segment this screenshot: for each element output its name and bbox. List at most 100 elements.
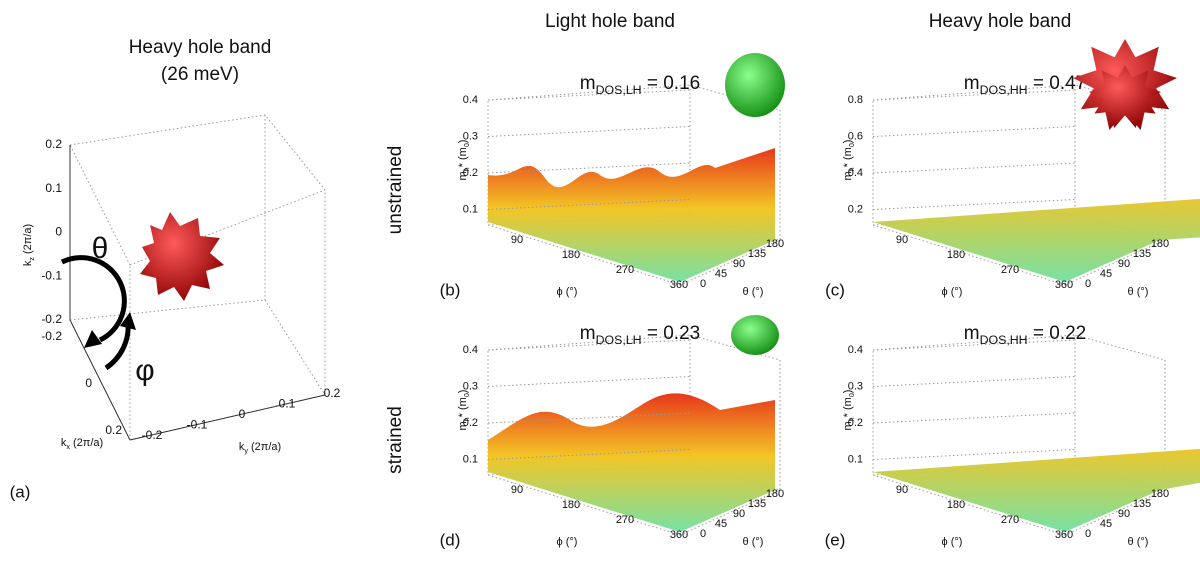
phi-tick-label: 360 bbox=[670, 279, 688, 291]
label-part: h bbox=[463, 167, 471, 171]
theta-tick-label: 180 bbox=[766, 238, 784, 250]
panel-label: (c) bbox=[825, 280, 845, 299]
arrowhead bbox=[120, 312, 136, 330]
label-part: 0 bbox=[463, 143, 471, 147]
label-part: (2π/a) bbox=[248, 441, 281, 453]
theta-tick-label: 45 bbox=[1100, 268, 1112, 280]
label-part: = 0.47 bbox=[1028, 73, 1087, 94]
plot-box bbox=[872, 224, 1066, 286]
theta-axis-label: θ (°) bbox=[743, 286, 764, 298]
label-part: DOS,HH bbox=[980, 83, 1028, 97]
label-part: z bbox=[28, 257, 36, 261]
plot-box bbox=[487, 474, 681, 536]
kz-tick-label: -0.2 bbox=[41, 312, 62, 326]
grid-line bbox=[487, 89, 691, 101]
kx-tick-label: 0.2 bbox=[105, 423, 122, 437]
row-title: unstrained bbox=[385, 146, 406, 235]
panel-label: (a) bbox=[10, 482, 31, 501]
label-part: (2π/a) bbox=[70, 437, 103, 449]
y-axis-label: mh* (m0) bbox=[457, 140, 471, 181]
column-title: Light hole band bbox=[545, 11, 675, 32]
phi-tick-label: 360 bbox=[1055, 279, 1073, 291]
y-tick-label: 0.1 bbox=[463, 453, 478, 465]
phi-tick-label: 90 bbox=[511, 484, 523, 496]
surface bbox=[488, 148, 775, 282]
ky-tick-label: -0.1 bbox=[187, 418, 208, 432]
theta-axis-label: θ (°) bbox=[1128, 286, 1149, 298]
label-part: ) bbox=[842, 140, 854, 144]
arrowhead bbox=[84, 330, 102, 348]
surface-panel bbox=[487, 334, 781, 536]
y-tick-label: 0.3 bbox=[463, 380, 478, 392]
label-part: m bbox=[964, 73, 980, 94]
theta-tick-label: 0 bbox=[1085, 278, 1091, 290]
ky-tick-label: 0.1 bbox=[279, 397, 296, 411]
label-part: m bbox=[964, 323, 980, 344]
label-part: ) bbox=[842, 390, 854, 394]
theta-tick-label: 135 bbox=[748, 498, 766, 510]
label-part: DOS,LH bbox=[596, 333, 642, 347]
panel-label: (d) bbox=[440, 530, 461, 549]
y-tick-label: 0.3 bbox=[463, 130, 478, 142]
kz-tick-label: -0.1 bbox=[41, 268, 62, 282]
label-part: k bbox=[239, 441, 245, 453]
panel-label: (b) bbox=[440, 280, 461, 299]
phi-tick-label: 270 bbox=[616, 264, 634, 276]
theta-tick-label: 45 bbox=[715, 268, 727, 280]
y-tick-label: 0.2 bbox=[463, 167, 478, 179]
theta-tick-label: 0 bbox=[700, 278, 706, 290]
theta-symbol: θ bbox=[92, 232, 109, 265]
surface bbox=[488, 393, 775, 532]
theta-tick-label: 135 bbox=[1133, 498, 1151, 510]
grid-line bbox=[872, 89, 1076, 101]
label-part: m bbox=[457, 171, 469, 180]
panel-a-box bbox=[60, 114, 326, 441]
mdos-label: mDOS,HH = 0.47 bbox=[964, 73, 1086, 97]
theta-arc bbox=[60, 255, 127, 343]
phi-tick-label: 180 bbox=[562, 249, 580, 261]
mdos-label: mDOS,LH = 0.16 bbox=[580, 73, 700, 97]
grid-line bbox=[487, 449, 691, 460]
phi-tick-label: 90 bbox=[896, 234, 908, 246]
ky-tick-label: -0.2 bbox=[142, 428, 163, 442]
isosurface bbox=[725, 53, 785, 117]
grid-line bbox=[872, 376, 1076, 387]
label-part: * (m bbox=[457, 147, 469, 167]
y-axis-label: mh* (m0) bbox=[842, 390, 856, 431]
label-part: * (m bbox=[457, 397, 469, 417]
label-part: ) bbox=[457, 140, 469, 144]
theta-tick-label: 0 bbox=[1085, 528, 1091, 540]
y-tick-label: 0.4 bbox=[463, 94, 478, 106]
y-tick-label: 0.3 bbox=[848, 380, 863, 392]
panel-subtitle: (26 meV) bbox=[161, 64, 239, 85]
y-tick-label: 0.1 bbox=[848, 453, 863, 465]
phi-axis-label: ϕ (°) bbox=[557, 286, 578, 298]
ky-tick-label: 0.2 bbox=[324, 386, 341, 400]
phi-symbol: φ bbox=[135, 354, 154, 387]
y-tick-label: 0.1 bbox=[463, 203, 478, 215]
phi-axis-label: ϕ (°) bbox=[557, 536, 578, 548]
surface-panel bbox=[872, 334, 1200, 536]
grid-line bbox=[872, 199, 1076, 210]
theta-tick-label: 180 bbox=[1151, 488, 1169, 500]
label-part: h bbox=[848, 417, 856, 421]
y-tick-label: 0.4 bbox=[463, 344, 478, 356]
phi-tick-label: 180 bbox=[562, 499, 580, 511]
label-part: 0 bbox=[463, 393, 471, 397]
theta-tick-label: 135 bbox=[1133, 248, 1151, 260]
kz-tick-label: 0 bbox=[55, 225, 62, 239]
phi-axis-label: ϕ (°) bbox=[942, 286, 963, 298]
grid-line bbox=[487, 162, 691, 174]
label-part: 0 bbox=[848, 143, 856, 147]
hole-isosurface bbox=[140, 212, 224, 301]
theta-axis-label: θ (°) bbox=[1128, 536, 1149, 548]
label-part: h bbox=[463, 417, 471, 421]
theta-tick-label: 135 bbox=[748, 248, 766, 260]
label-part: m bbox=[457, 421, 469, 430]
surface-panel bbox=[487, 84, 781, 286]
ky-axis-label: ky (2π/a) bbox=[239, 441, 281, 455]
label-part: = 0.23 bbox=[642, 323, 701, 344]
label-part: DOS,HH bbox=[980, 333, 1028, 347]
phi-tick-label: 270 bbox=[1001, 514, 1019, 526]
kx-tick-label: -0.2 bbox=[41, 329, 62, 343]
